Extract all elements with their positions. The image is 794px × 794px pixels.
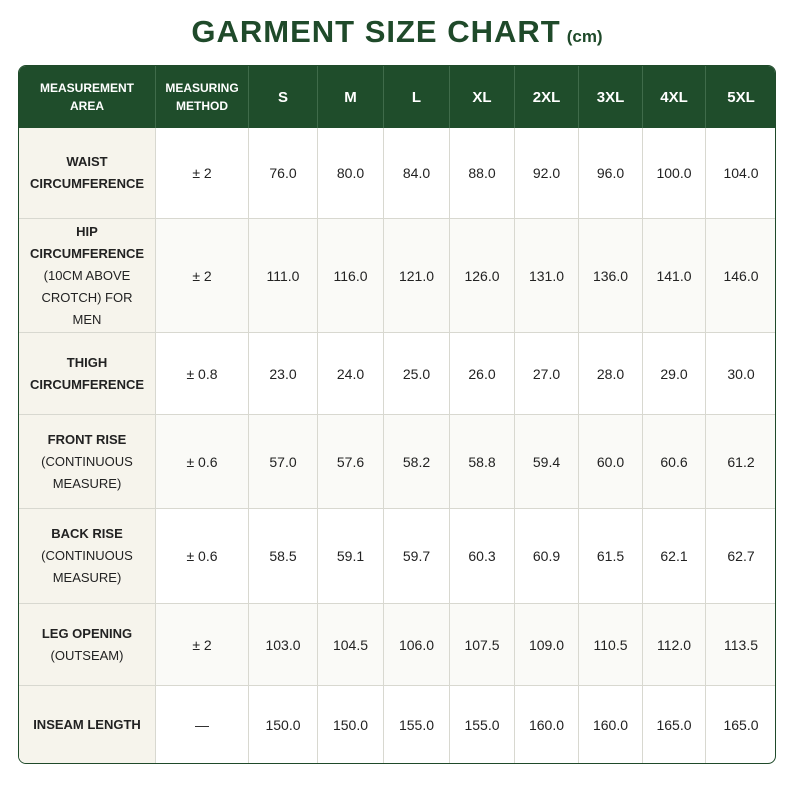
size-value: 104.0 — [706, 128, 775, 219]
size-value: 28.0 — [579, 333, 643, 415]
size-value: 146.0 — [706, 219, 775, 333]
size-value: 60.9 — [515, 509, 579, 604]
measuring-method: ± 2 — [156, 604, 249, 686]
size-value: 25.0 — [384, 333, 450, 415]
area-label: INSEAM LENGTH — [33, 717, 141, 732]
size-value: 57.6 — [318, 415, 384, 509]
measurement-area: WAIST CIRCUMFERENCE — [19, 128, 156, 219]
size-value: 57.0 — [249, 415, 318, 509]
size-value: 136.0 — [579, 219, 643, 333]
size-value: 62.1 — [643, 509, 706, 604]
column-header: 2XL — [515, 66, 579, 128]
column-header: 3XL — [579, 66, 643, 128]
size-value: 100.0 — [643, 128, 706, 219]
size-value: 160.0 — [579, 686, 643, 763]
size-value: 80.0 — [318, 128, 384, 219]
area-label: THIGH CIRCUMFERENCE — [29, 354, 145, 392]
unit: (cm) — [566, 27, 603, 46]
size-value: 150.0 — [318, 686, 384, 763]
measurement-area: THIGH CIRCUMFERENCE — [19, 333, 156, 415]
area-label: WAIST CIRCUMFERENCE — [29, 154, 145, 191]
size-value: 60.0 — [579, 415, 643, 509]
area-note: (CONTINUOUS MEASURE) — [41, 453, 133, 491]
size-value: 111.0 — [249, 219, 318, 333]
size-value: 27.0 — [515, 333, 579, 415]
size-value: 165.0 — [706, 686, 775, 763]
size-value: 58.5 — [249, 509, 318, 604]
size-value: 58.2 — [384, 415, 450, 509]
measuring-method: ± 2 — [156, 219, 249, 333]
size-value: 26.0 — [450, 333, 515, 415]
measurement-area: BACK RISE (CONTINUOUS MEASURE) — [19, 509, 156, 604]
size-value: 155.0 — [450, 686, 515, 763]
size-value: 150.0 — [249, 686, 318, 763]
column-header: M — [318, 66, 384, 128]
size-value: 84.0 — [384, 128, 450, 219]
size-value: 23.0 — [249, 333, 318, 415]
size-value: 126.0 — [450, 219, 515, 333]
size-value: 60.3 — [450, 509, 515, 604]
size-value: 61.2 — [706, 415, 775, 509]
measurement-area: HIP CIRCUMFERENCE (10CM ABOVE CROTCH) FOR… — [19, 219, 156, 333]
size-table: MEASUREMENT AREA MEASURING METHOD S M L XL 2XL… — [18, 65, 776, 764]
area-label: FRONT RISE — [47, 431, 127, 447]
size-value: 104.5 — [318, 604, 384, 686]
size-value: 116.0 — [318, 219, 384, 333]
area-note: (CONTINUOUS MEASURE) — [41, 548, 133, 585]
measuring-method: ± 0.6 — [156, 509, 249, 604]
size-value: 160.0 — [515, 686, 579, 763]
measurement-area: INSEAM LENGTH — [19, 686, 156, 763]
measuring-method: ± 2 — [156, 128, 249, 219]
size-value: 29.0 — [643, 333, 706, 415]
title: GARMENT SIZE CHART — [191, 14, 561, 49]
column-header: S — [249, 66, 318, 128]
size-value: 61.5 — [579, 509, 643, 604]
area-label: BACK RISE — [51, 526, 123, 541]
size-value: 110.5 — [579, 604, 643, 686]
size-value: 107.5 — [450, 604, 515, 686]
size-value: 58.8 — [450, 415, 515, 509]
size-value: 109.0 — [515, 604, 579, 686]
column-header: MEASURING METHOD — [156, 66, 249, 128]
size-value: 30.0 — [706, 333, 775, 415]
size-value: 60.6 — [643, 415, 706, 509]
area-note: (10CM ABOVE CROTCH) FOR MEN — [41, 267, 133, 327]
column-header: XL — [450, 66, 515, 128]
size-value: 59.7 — [384, 509, 450, 604]
measuring-method: ± 0.8 — [156, 333, 249, 415]
area-label: LEG OPENING — [41, 625, 133, 641]
size-value: 76.0 — [249, 128, 318, 219]
area-label: HIP CIRCUMFERENCE — [29, 223, 145, 261]
area-note: (OUTSEAM) — [50, 647, 124, 663]
measuring-method: ± 0.6 — [156, 415, 249, 509]
measurement-area: LEG OPENING (OUTSEAM) — [19, 604, 156, 686]
title-block: GARMENT SIZE CHART (cm) — [0, 14, 794, 50]
column-header: MEASUREMENT AREA — [19, 66, 156, 128]
column-header: 5XL — [706, 66, 775, 128]
measurement-area: FRONT RISE (CONTINUOUS MEASURE) — [19, 415, 156, 509]
column-header: L — [384, 66, 450, 128]
size-value: 131.0 — [515, 219, 579, 333]
size-value: 88.0 — [450, 128, 515, 219]
size-value: 121.0 — [384, 219, 450, 333]
size-value: 141.0 — [643, 219, 706, 333]
size-value: 59.4 — [515, 415, 579, 509]
size-value: 62.7 — [706, 509, 775, 604]
size-value: 155.0 — [384, 686, 450, 763]
size-value: 92.0 — [515, 128, 579, 219]
size-value: 106.0 — [384, 604, 450, 686]
size-value: 59.1 — [318, 509, 384, 604]
size-value: 103.0 — [249, 604, 318, 686]
column-header: 4XL — [643, 66, 706, 128]
size-value: 112.0 — [643, 604, 706, 686]
measuring-method: — — [156, 686, 249, 763]
size-value: 113.5 — [706, 604, 775, 686]
size-value: 24.0 — [318, 333, 384, 415]
size-value: 165.0 — [643, 686, 706, 763]
size-value: 96.0 — [579, 128, 643, 219]
